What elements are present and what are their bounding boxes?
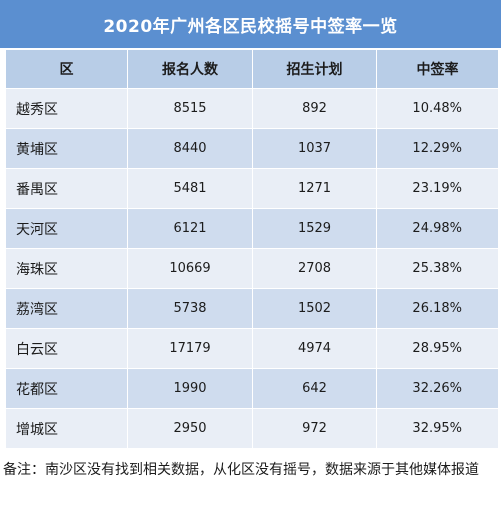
header-row: 区 报名人数 招生计划 中签率 [5,49,499,89]
plan-cell: 2708 [252,248,377,289]
applicants-cell: 5738 [127,288,253,329]
applicants-cell: 8440 [127,128,253,169]
table-row: 荔湾区 5738 1502 26.18% [5,288,499,329]
rate-cell: 26.18% [376,288,499,329]
district-cell: 黄埔区 [5,128,128,169]
applicants-cell: 17179 [127,328,253,369]
district-cell: 番禺区 [5,168,128,209]
applicants-cell: 10669 [127,248,253,289]
district-cell: 增城区 [5,408,128,449]
header-rate: 中签率 [376,49,499,89]
plan-cell: 1037 [252,128,377,169]
table-row: 黄埔区 8440 1037 12.29% [5,128,499,169]
district-cell: 天河区 [5,208,128,249]
applicants-cell: 2950 [127,408,253,449]
table-container: 区 报名人数 招生计划 中签率 越秀区 8515 892 10.48% 黄埔区 … [5,49,499,449]
district-cell: 荔湾区 [5,288,128,329]
rate-cell: 23.19% [376,168,499,209]
plan-cell: 642 [252,368,377,409]
rate-cell: 12.29% [376,128,499,169]
district-cell: 花都区 [5,368,128,409]
rate-cell: 28.95% [376,328,499,369]
table-title: 2020年广州各区民校摇号中签率一览 [0,0,501,48]
plan-cell: 4974 [252,328,377,369]
rate-cell: 25.38% [376,248,499,289]
header-district: 区 [5,49,128,89]
district-cell: 白云区 [5,328,128,369]
plan-cell: 1529 [252,208,377,249]
header-plan: 招生计划 [252,49,377,89]
rate-cell: 32.95% [376,408,499,449]
header-applicants: 报名人数 [127,49,253,89]
district-cell: 海珠区 [5,248,128,289]
footnote: 备注：南沙区没有找到相关数据，从化区没有摇号，数据来源于其他媒体报道 [3,459,498,481]
rate-cell: 32.26% [376,368,499,409]
applicants-cell: 6121 [127,208,253,249]
plan-cell: 1271 [252,168,377,209]
lottery-rate-table: 区 报名人数 招生计划 中签率 越秀区 8515 892 10.48% 黄埔区 … [5,49,499,449]
plan-cell: 972 [252,408,377,449]
table-row: 天河区 6121 1529 24.98% [5,208,499,249]
rate-cell: 10.48% [376,88,499,129]
applicants-cell: 5481 [127,168,253,209]
table-row: 花都区 1990 642 32.26% [5,368,499,409]
applicants-cell: 1990 [127,368,253,409]
table-row: 白云区 17179 4974 28.95% [5,328,499,369]
rate-cell: 24.98% [376,208,499,249]
table-row: 番禺区 5481 1271 23.19% [5,168,499,209]
table-row: 增城区 2950 972 32.95% [5,408,499,449]
plan-cell: 892 [252,88,377,129]
applicants-cell: 8515 [127,88,253,129]
plan-cell: 1502 [252,288,377,329]
table-row: 海珠区 10669 2708 25.38% [5,248,499,289]
district-cell: 越秀区 [5,88,128,129]
table-row: 越秀区 8515 892 10.48% [5,88,499,129]
